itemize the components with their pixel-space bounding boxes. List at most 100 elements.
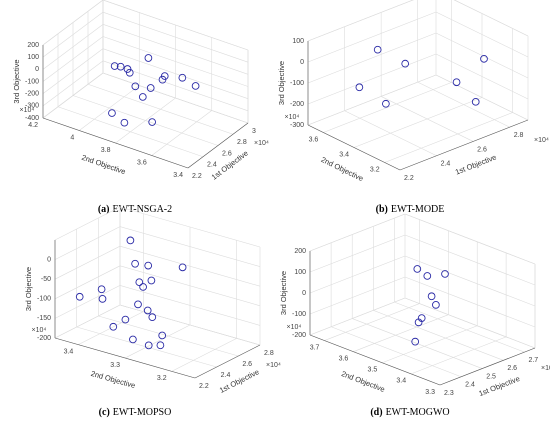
y-tick-label: 3.7 xyxy=(310,344,320,351)
grid-line xyxy=(102,11,249,63)
grid-line xyxy=(54,285,121,319)
point xyxy=(146,84,155,92)
point xyxy=(144,54,153,62)
x-tick-label: 2.7 xyxy=(528,357,538,364)
z-tick-label: -100 xyxy=(25,78,39,85)
x-tick-label: 2.2 xyxy=(199,383,209,390)
grid-line xyxy=(404,234,536,286)
y-tick-label: 3.4 xyxy=(339,151,349,158)
z-tick-label: -100 xyxy=(290,80,304,87)
grid-line xyxy=(309,255,406,294)
x-exponent: ×10⁴ xyxy=(541,365,550,372)
z-tick-label: 100 xyxy=(292,38,304,45)
grid-line xyxy=(42,36,104,82)
point xyxy=(178,73,187,82)
y-axis-label: 2nd Objective xyxy=(81,153,127,176)
x-axis xyxy=(439,347,536,386)
x-tick-label: 2.6 xyxy=(507,365,517,372)
x-tick-label: 2.4 xyxy=(207,162,217,169)
caption: (a) EWT-NSGA-2 xyxy=(98,204,172,215)
point xyxy=(134,300,142,309)
y-axis xyxy=(42,117,189,169)
point xyxy=(143,306,152,315)
grid-line xyxy=(79,85,140,131)
point xyxy=(75,292,84,301)
grid-line xyxy=(353,314,449,352)
grid-line xyxy=(352,318,483,369)
z-tick-label: 0 xyxy=(47,256,51,263)
y-tick-label: 3.5 xyxy=(367,367,377,374)
point xyxy=(108,109,116,117)
y-tick-label: 3.4 xyxy=(64,349,74,356)
point xyxy=(120,118,129,127)
grid-line xyxy=(394,301,525,353)
point xyxy=(123,65,132,73)
y-axis xyxy=(54,337,196,379)
grid-line xyxy=(171,338,237,372)
grid-line xyxy=(119,285,261,326)
grid-line xyxy=(54,226,121,260)
point xyxy=(109,322,118,331)
y-exponent: ×10⁴ xyxy=(20,107,35,114)
z-tick-label: -300 xyxy=(290,122,304,129)
z-tick-label: 0 xyxy=(302,290,306,297)
subplot: 2.2 2.4 2.6 2.8 3 3.4 3.6 3.8 4 4.2 200 100 0 -100 -20… xyxy=(12,0,269,215)
z-axis-label: 3rd Objective xyxy=(279,271,288,315)
x-exponent: ×10⁴ xyxy=(534,137,549,144)
grid-line xyxy=(102,36,249,87)
grid-line xyxy=(42,48,104,94)
y-tick-label: 3.3 xyxy=(425,389,435,396)
grid-line xyxy=(435,53,529,100)
x-tick-label: 3 xyxy=(252,128,256,135)
grid-line xyxy=(119,265,261,307)
point xyxy=(116,62,125,71)
x-tick-label: 2.6 xyxy=(477,146,487,153)
point xyxy=(131,82,140,91)
x-tick-label: 2.8 xyxy=(264,350,274,357)
grid-line xyxy=(119,226,261,267)
caption-label: (c) xyxy=(99,407,110,418)
grid-line xyxy=(435,74,529,121)
point xyxy=(441,270,449,278)
caption-label: (d) xyxy=(370,407,382,418)
grid-line xyxy=(42,0,104,46)
y-axis-label: 2nd Objective xyxy=(90,369,137,390)
y-exponent: ×10⁴ xyxy=(285,114,300,121)
y-axis xyxy=(307,124,401,171)
grid-line xyxy=(382,325,478,364)
grid-line xyxy=(102,60,249,112)
point xyxy=(355,83,364,92)
point xyxy=(148,118,157,126)
grid-line xyxy=(324,303,420,341)
grid-line xyxy=(42,60,104,107)
y-tick-label: 3.8 xyxy=(101,147,111,154)
subplot: 2.22.42.62.83.23.33.40-50-100-150-2001st… xyxy=(24,206,281,418)
y-exponent: ×10⁴ xyxy=(32,327,47,334)
z-tick-label: -200 xyxy=(25,91,39,98)
grid-line xyxy=(54,265,121,300)
x-tick-label: 2.6 xyxy=(242,361,252,368)
grid-line xyxy=(373,310,504,361)
grid-line xyxy=(102,24,249,75)
z-axis-label: 3rd Objective xyxy=(12,59,21,103)
x-axis xyxy=(187,122,249,169)
point xyxy=(158,75,167,84)
z-tick-label: -100 xyxy=(37,296,51,303)
point xyxy=(411,337,420,346)
point xyxy=(452,78,461,87)
grid-line xyxy=(404,297,536,349)
grid-line xyxy=(323,82,452,133)
point xyxy=(382,99,390,108)
grid-line xyxy=(309,213,406,252)
point xyxy=(423,272,432,280)
grid-line xyxy=(102,48,249,99)
point xyxy=(427,292,436,301)
x-tick-label: 2.8 xyxy=(237,139,247,146)
x-axis-label: 1st Objective xyxy=(454,152,498,176)
point xyxy=(126,236,135,245)
x-tick-label: 2.3 xyxy=(444,390,454,397)
grid-line xyxy=(119,245,261,287)
y-tick-label: 3.6 xyxy=(137,159,147,166)
grid-line xyxy=(115,97,176,144)
